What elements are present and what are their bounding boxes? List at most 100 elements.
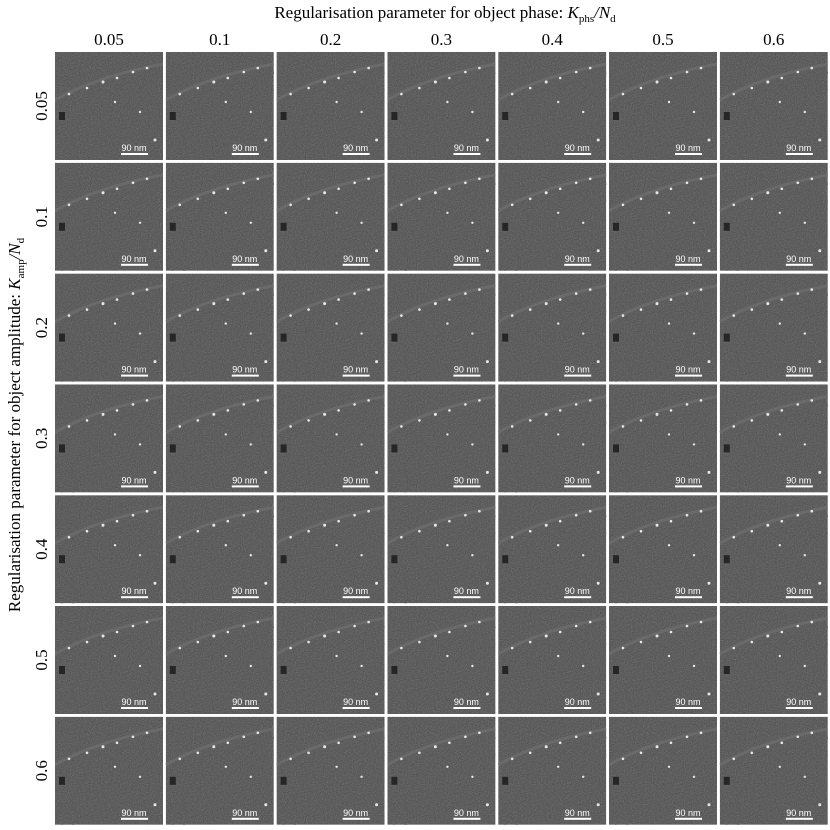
scale-bar-label: 90 nm <box>454 143 479 153</box>
scale-bar <box>785 263 813 266</box>
scale-bar-label: 90 nm <box>232 365 257 375</box>
scale-bar-label: 90 nm <box>565 143 590 153</box>
row-label: 0.4 <box>32 538 51 560</box>
image-panel <box>55 717 167 827</box>
scale-bar <box>121 263 148 266</box>
image-panel <box>387 495 499 605</box>
scale-bar <box>121 153 148 155</box>
image-panel <box>277 274 389 384</box>
scale-bar <box>231 374 259 377</box>
scale-bar <box>231 707 259 709</box>
image-panel <box>498 717 610 827</box>
image-panel <box>720 274 830 384</box>
scale-bar <box>785 707 813 709</box>
scale-bar <box>453 153 481 155</box>
image-panel <box>498 163 610 273</box>
scale-bar <box>564 596 592 599</box>
scale-bar <box>785 485 813 488</box>
scale-bar-label: 90 nm <box>675 365 700 375</box>
scale-bar <box>342 153 370 155</box>
scale-bar-label: 90 nm <box>786 254 811 264</box>
scale-bar <box>342 707 370 709</box>
scale-bar-label: 90 nm <box>565 254 590 264</box>
y-title-math: /N <box>5 242 24 261</box>
scale-bar-label: 90 nm <box>121 697 146 707</box>
image-panel <box>277 163 389 273</box>
scale-bar-label: 90 nm <box>454 697 479 707</box>
image-panel <box>166 163 278 273</box>
image-panel <box>55 606 167 716</box>
scale-bar <box>675 817 702 820</box>
scale-bar <box>785 153 813 155</box>
scale-bar-label: 90 nm <box>343 475 368 485</box>
scale-bar <box>121 374 148 377</box>
scale-bar <box>675 374 702 377</box>
scale-bar-label: 90 nm <box>454 586 479 596</box>
image-panel <box>498 495 610 605</box>
scale-bar <box>453 596 481 599</box>
scale-bar-label: 90 nm <box>786 475 811 485</box>
column-label: 0.6 <box>763 30 784 49</box>
scale-bar <box>342 374 370 377</box>
scale-bar-label: 90 nm <box>121 475 146 485</box>
image-panel <box>277 52 389 162</box>
image-panel <box>55 163 167 273</box>
scale-bar-label: 90 nm <box>565 697 590 707</box>
scale-bar <box>342 263 370 266</box>
scale-bar <box>675 263 702 266</box>
scale-bar <box>564 817 592 820</box>
image-panel <box>166 606 278 716</box>
scale-bar-label: 90 nm <box>121 808 146 818</box>
scale-bar <box>453 707 481 709</box>
scale-bar-label: 90 nm <box>786 808 811 818</box>
y-title: Regularisation parameter for object ampl… <box>5 237 27 612</box>
scale-bar <box>675 707 702 709</box>
image-panel <box>609 274 721 384</box>
scale-bar <box>231 485 259 488</box>
image-panel <box>55 274 167 384</box>
scale-bar <box>453 485 481 488</box>
image-panel <box>166 717 278 827</box>
image-panel <box>277 384 389 494</box>
image-panel <box>609 606 721 716</box>
scale-bar <box>785 817 813 820</box>
image-panel <box>720 163 830 273</box>
scale-bar-label: 90 nm <box>454 365 479 375</box>
scale-bar <box>564 485 592 488</box>
scale-bar-label: 90 nm <box>786 365 811 375</box>
scale-bar-label: 90 nm <box>675 697 700 707</box>
row-label: 0.6 <box>32 760 51 781</box>
x-title-math: K <box>566 3 580 22</box>
scale-bar-label: 90 nm <box>343 808 368 818</box>
x-title-math: d <box>610 13 616 25</box>
column-label: 0.3 <box>431 30 452 49</box>
x-title-math: phs <box>579 13 594 25</box>
row-label: 0.1 <box>32 206 51 227</box>
image-panel <box>277 495 389 605</box>
scale-bar <box>342 485 370 488</box>
scale-bar <box>453 817 481 820</box>
scale-bar-label: 90 nm <box>232 475 257 485</box>
scale-bar <box>564 263 592 266</box>
scale-bar <box>121 817 148 820</box>
scale-bar <box>453 263 481 266</box>
scale-bar-label: 90 nm <box>454 808 479 818</box>
image-panel <box>387 717 499 827</box>
scale-bar-label: 90 nm <box>675 808 700 818</box>
scale-bar-label: 90 nm <box>565 365 590 375</box>
scale-bar-label: 90 nm <box>786 586 811 596</box>
image-panel <box>387 52 499 162</box>
scale-bar-label: 90 nm <box>232 697 257 707</box>
y-title-math: d <box>15 237 27 243</box>
y-title-text: Regularisation parameter for object ampl… <box>5 294 24 612</box>
scale-bar <box>675 153 702 155</box>
scale-bar-label: 90 nm <box>454 254 479 264</box>
image-panel <box>166 52 278 162</box>
image-panel <box>55 384 167 494</box>
scale-bar <box>231 596 259 599</box>
image-panel <box>166 274 278 384</box>
image-panel <box>387 274 499 384</box>
scale-bar <box>453 374 481 377</box>
row-label: 0.2 <box>32 317 51 338</box>
